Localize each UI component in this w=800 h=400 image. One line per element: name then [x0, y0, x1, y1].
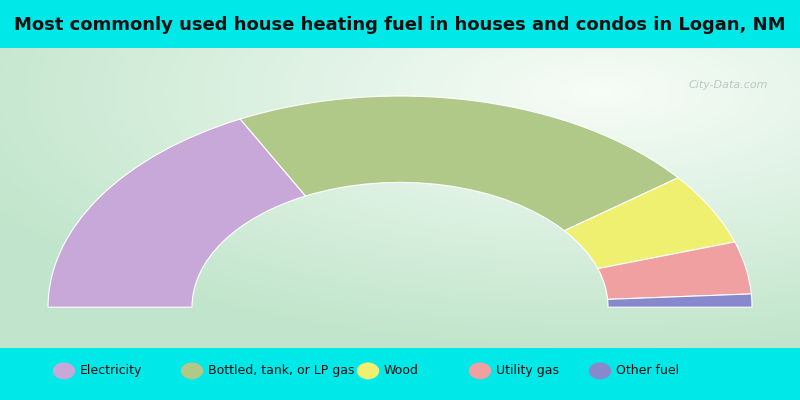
- Text: Electricity: Electricity: [80, 364, 142, 377]
- Text: City-Data.com: City-Data.com: [689, 80, 768, 90]
- Ellipse shape: [181, 362, 203, 379]
- Wedge shape: [598, 242, 751, 299]
- Ellipse shape: [53, 362, 75, 379]
- Wedge shape: [607, 294, 752, 307]
- Ellipse shape: [357, 362, 379, 379]
- Ellipse shape: [469, 362, 491, 379]
- Text: Wood: Wood: [384, 364, 418, 377]
- Text: Utility gas: Utility gas: [496, 364, 558, 377]
- Wedge shape: [240, 96, 678, 231]
- Ellipse shape: [589, 362, 611, 379]
- Wedge shape: [48, 119, 306, 307]
- Text: Bottled, tank, or LP gas: Bottled, tank, or LP gas: [208, 364, 354, 377]
- Text: Most commonly used house heating fuel in houses and condos in Logan, NM: Most commonly used house heating fuel in…: [14, 16, 786, 34]
- Wedge shape: [564, 178, 734, 269]
- Text: Other fuel: Other fuel: [616, 364, 679, 377]
